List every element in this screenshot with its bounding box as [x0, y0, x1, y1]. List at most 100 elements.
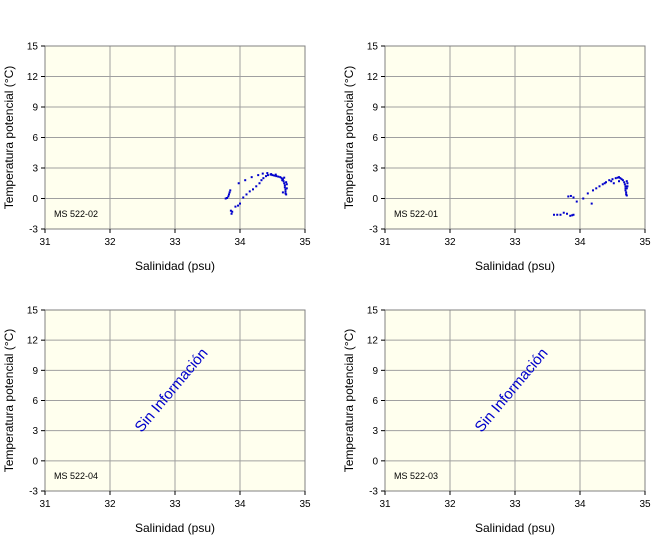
data-point [285, 193, 288, 196]
data-point [258, 182, 261, 185]
y-tick-label: 15 [27, 42, 39, 53]
data-point [283, 184, 286, 187]
data-point [237, 204, 240, 207]
data-point [553, 213, 555, 216]
x-tick-label: 31 [379, 499, 391, 510]
x-tick-label: 33 [169, 237, 181, 248]
x-tick-label: 33 [509, 237, 521, 248]
x-tick-label: 31 [39, 237, 51, 248]
data-point [612, 182, 615, 185]
y-tick-label: -3 [29, 225, 38, 236]
x-tick-label: 32 [444, 499, 456, 510]
data-point [608, 179, 611, 182]
chart-panel-3: -3 0 3 6 9 12 15 31 32 33 34 35 Salinidad (psu) Tempe… [342, 306, 651, 536]
x-tick-label: 35 [639, 237, 651, 248]
y-tick-label: -3 [29, 487, 38, 498]
data-point [242, 196, 245, 199]
data-point [582, 197, 585, 200]
x-axis-label: Salinidad (psu) [475, 259, 555, 273]
y-tick-label: 9 [372, 103, 378, 114]
data-point [571, 214, 574, 217]
y-axis-label: Temperatura potencial (°C) [342, 66, 356, 210]
data-point [618, 176, 620, 179]
data-point [284, 188, 287, 191]
data-point [227, 193, 230, 196]
data-point [610, 180, 613, 183]
x-axis-label: Salinidad (psu) [135, 521, 215, 535]
y-tick-label: 12 [367, 72, 379, 83]
station-label: MS 522-04 [54, 471, 98, 481]
data-point [611, 178, 614, 181]
data-point [569, 214, 572, 217]
data-point [270, 173, 273, 176]
data-point [620, 178, 623, 181]
data-point [234, 205, 237, 208]
y-tick-label: 6 [32, 396, 38, 407]
y-tick-label: 12 [27, 336, 39, 347]
y-tick-label: 0 [372, 456, 378, 467]
y-axis-label: Temperatura potencial (°C) [342, 329, 356, 473]
y-tick-label: -3 [369, 487, 378, 498]
data-point [277, 175, 280, 178]
data-point [239, 202, 241, 205]
data-point [275, 175, 278, 178]
x-tick-label: 35 [299, 499, 311, 510]
y-tick-label: 3 [32, 426, 38, 437]
y-tick-label: 0 [372, 194, 378, 205]
chart-panel-2: -3 0 3 6 9 12 15 31 32 33 34 35 Salinidad (psu) Tempe… [2, 306, 311, 536]
x-tick-label: 33 [169, 499, 181, 510]
data-point [260, 179, 263, 182]
data-point [619, 177, 622, 180]
y-tick-label: 6 [32, 133, 38, 144]
data-point [575, 200, 578, 203]
data-point [285, 183, 288, 186]
data-point [621, 179, 624, 182]
data-point [559, 213, 562, 216]
data-point [274, 173, 277, 176]
data-point [566, 212, 568, 215]
x-tick-label: 33 [509, 499, 521, 510]
data-point [616, 176, 619, 179]
x-tick-label: 35 [299, 237, 311, 248]
x-axis-label: Salinidad (psu) [475, 521, 555, 535]
y-axis-label: Temperatura potencial (°C) [2, 329, 16, 473]
data-point [614, 177, 617, 180]
data-point [592, 189, 594, 192]
data-point [556, 213, 559, 216]
data-point [281, 178, 284, 181]
x-tick-label: 34 [574, 237, 586, 248]
data-point [567, 195, 570, 198]
x-tick-label: 31 [379, 237, 391, 248]
data-point [266, 172, 269, 175]
data-point [624, 187, 627, 190]
data-point [285, 187, 288, 190]
y-tick-label: 0 [32, 456, 38, 467]
data-point [273, 174, 276, 177]
data-point [283, 176, 286, 179]
data-point [255, 185, 258, 188]
x-axis-label: Salinidad (psu) [135, 259, 215, 273]
station-label: MS 522-02 [54, 209, 98, 219]
y-tick-label: 9 [32, 103, 38, 114]
station-label: MS 522-01 [394, 209, 438, 219]
chart-panel-1: -3 0 3 6 9 12 15 31 32 33 34 35 Salinidad (psu) Tempe… [342, 42, 651, 274]
y-tick-label: 6 [372, 133, 378, 144]
data-point [601, 183, 604, 186]
data-point [248, 190, 251, 193]
data-point [227, 195, 230, 198]
data-point [603, 182, 606, 185]
data-point [562, 211, 565, 214]
data-point [231, 210, 234, 213]
data-point [230, 212, 233, 215]
data-point [605, 181, 607, 184]
data-point [623, 181, 626, 184]
data-point [283, 186, 286, 189]
data-point [625, 194, 628, 197]
data-point [271, 174, 274, 177]
data-point [226, 196, 228, 199]
data-point [245, 193, 248, 196]
data-point [252, 188, 254, 191]
data-point [625, 191, 628, 194]
data-point [224, 197, 227, 200]
